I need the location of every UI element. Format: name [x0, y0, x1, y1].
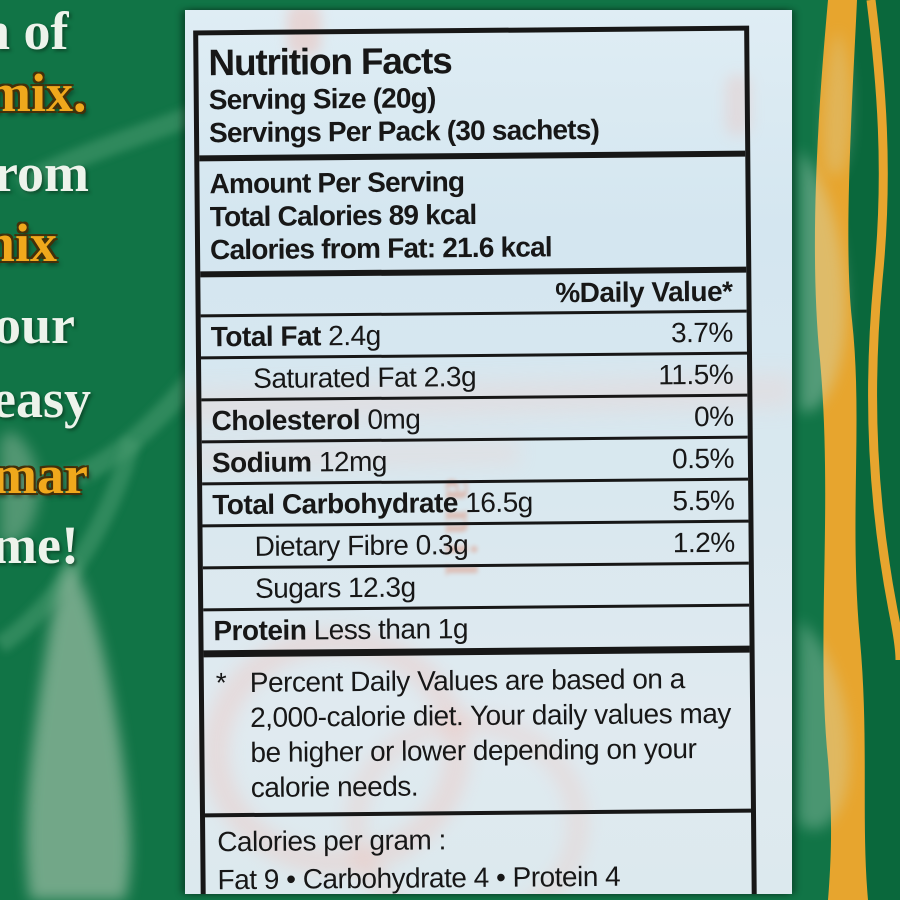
nutrient-amount: 2.4g — [320, 319, 381, 352]
nutrient-rows: Total Fat 2.4g 3.7% Saturated Fat 2.3g 11.5… — [200, 312, 750, 658]
nutrient-name: Sugars — [254, 572, 341, 604]
package-text-word: rom — [0, 143, 89, 203]
footnote: * Percent Daily Values are based on a 2,… — [203, 652, 752, 818]
daily-value: 1.2% — [672, 526, 735, 559]
daily-value: 11.5% — [658, 358, 734, 391]
calories-per-gram-section: Calories per gram : Fat 9 • Carbohydrate… — [205, 813, 752, 894]
package-text-word: mix — [0, 213, 57, 273]
daily-value: 5.5% — [672, 484, 735, 517]
footnote-text: Percent Daily Values are based on a 2,00… — [249, 663, 731, 803]
serving-size: Serving Size (20g) — [208, 82, 436, 116]
nutrient-amount: 12mg — [311, 445, 388, 478]
table-row: Total Carbohydrate 16.5g 5.5% — [202, 480, 749, 528]
package-text-word: our — [0, 295, 75, 355]
daily-value-header: %Daily Value* — [200, 272, 747, 318]
nutrient-amount: 12.3g — [340, 571, 416, 604]
total-calories: Total Calories 89 kcal — [209, 198, 477, 233]
calories-per-gram-title: Calories per gram : — [217, 824, 446, 858]
package-text-word: mix. — [0, 63, 87, 123]
daily-value: 0% — [693, 400, 734, 433]
nutrient-name: Saturated Fat — [253, 361, 417, 394]
footnote-asterisk: * — [215, 667, 227, 699]
daily-value: 0.5% — [671, 442, 735, 475]
nutrition-facts-table: Nutrition Facts Serving Size (20g) Servi… — [193, 25, 757, 894]
calories-per-gram-values: Fat 9 • Carbohydrate 4 • Protein 4 — [217, 860, 621, 894]
nutrient-cell: Sugars 12.3g — [255, 572, 416, 604]
package-text-word: mar — [0, 445, 88, 505]
table-row: Protein Less than 1g — [203, 606, 750, 658]
table-row: Saturated Fat 2.3g 11.5% — [201, 354, 748, 402]
table-row: Cholesterol 0mg 0% — [201, 396, 748, 444]
nutrient-name: Protein — [213, 614, 307, 647]
nutrition-facts-title: Nutrition Facts — [208, 40, 452, 84]
amount-per-serving-section: Amount Per Serving Total Calories 89 kca… — [199, 156, 747, 278]
glare-blob — [25, 560, 131, 900]
table-row: Sugars 12.3g — [202, 564, 750, 612]
nutrient-name: Sodium — [211, 446, 312, 479]
nutrient-amount: 2.3g — [416, 360, 477, 393]
nutrient-cell: Total Fat 2.4g — [211, 320, 381, 352]
swirl-curve — [0, 437, 141, 653]
nutrient-cell: Cholesterol 0mg — [211, 403, 420, 436]
package-text-word: easy — [0, 369, 91, 429]
nutrient-cell: Saturated Fat 2.3g — [253, 361, 476, 394]
package-text-word: n of — [0, 1, 69, 61]
table-row: Total Fat 2.4g 3.7% — [200, 312, 748, 360]
nutrient-cell: Total Carbohydrate 16.5g — [212, 486, 533, 520]
nutrient-amount: 0mg — [359, 403, 421, 436]
nutrient-cell: Dietary Fibre 0.3g — [255, 529, 469, 562]
daily-value: 3.7% — [670, 316, 733, 349]
table-row: Sodium 12mg 0.5% — [201, 438, 749, 486]
servings-per-pack: Servings Per Pack (30 sachets) — [208, 113, 600, 149]
calories-from-fat: Calories from Fat: 21.6 kcal — [209, 231, 552, 266]
wrinkle-highlight — [823, 30, 852, 177]
nutrient-name: Cholesterol — [211, 404, 361, 437]
table-row: Dietary Fibre 0.3g 1.2% — [202, 522, 749, 570]
header-section: Nutrition Facts Serving Size (20g) Servi… — [198, 30, 746, 162]
nutrition-label: anil Nutrition Facts Serving Size (20g) … — [185, 10, 792, 894]
glare-blob — [0, 430, 39, 545]
nutrient-amount: Less than 1g — [306, 613, 469, 646]
nutrient-amount: 16.5g — [457, 486, 533, 519]
nutrient-cell: Sodium 12mg — [212, 446, 387, 479]
orange-stripe-thin — [866, 0, 900, 661]
nutrient-cell: Protein Less than 1g — [213, 613, 468, 646]
wrinkle-highlight — [798, 620, 850, 830]
amount-per-serving-heading: Amount Per Serving — [209, 166, 465, 200]
wrinkle-highlight — [800, 150, 846, 412]
nutrient-amount: 0.3g — [408, 529, 469, 561]
nutrient-name: Dietary Fibre — [254, 529, 409, 562]
package-text-word: me! — [0, 515, 79, 575]
nutrient-name: Total Carbohydrate — [212, 487, 459, 521]
nutrient-name: Total Fat — [210, 320, 322, 353]
